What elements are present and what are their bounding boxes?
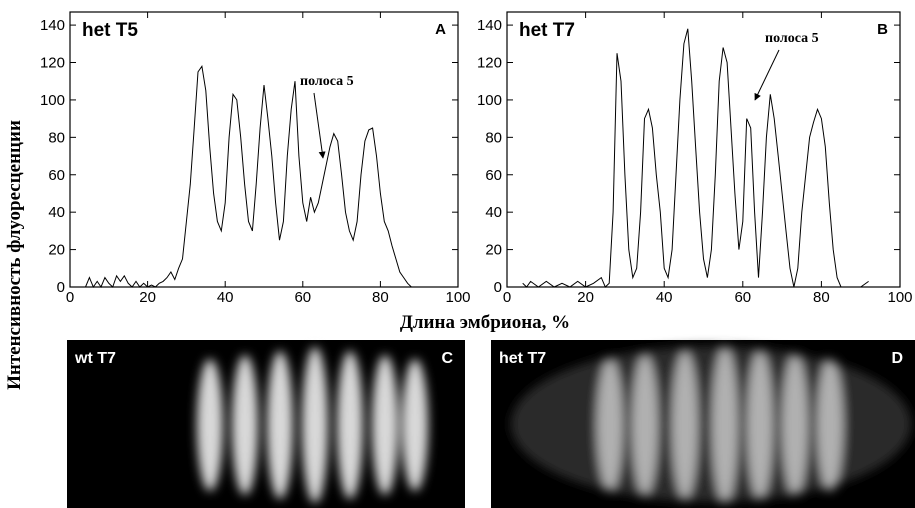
y-tick-label: 60: [485, 167, 502, 184]
stripe: [672, 351, 698, 499]
chart-title: het T5: [82, 20, 138, 41]
stripe: [197, 359, 223, 491]
stripe: [267, 351, 293, 499]
x-tick-label: 80: [813, 289, 830, 306]
y-tick-label: 140: [40, 17, 65, 34]
x-axis-label: Длина эмбриона, %: [400, 312, 570, 333]
y-tick-label: 0: [494, 279, 502, 296]
line-series: [522, 28, 869, 288]
embryo: [197, 347, 428, 503]
x-tick-label: 0: [503, 289, 511, 306]
stripe: [597, 359, 623, 491]
y-tick-label: 40: [48, 204, 65, 221]
y-tick-label: 100: [40, 92, 65, 109]
x-tick-label: 100: [445, 289, 470, 306]
y-tick-label: 120: [40, 55, 65, 72]
line-series: [85, 64, 412, 289]
stripe: [337, 351, 363, 499]
annotation: полоса 5: [765, 31, 819, 46]
stripe: [632, 355, 658, 495]
y-axis-label: Интенсивность флуоресценции: [4, 120, 25, 390]
stripe: [402, 359, 428, 491]
x-tick-label: 60: [734, 289, 751, 306]
stripe: [372, 355, 398, 495]
panel-letter: A: [435, 21, 446, 38]
image-panel: [67, 340, 465, 508]
stripe: [782, 355, 808, 495]
annotation-arrow: [313, 92, 326, 159]
stripe: [232, 355, 258, 495]
panel-letter: B: [877, 21, 888, 38]
x-tick-label: 20: [139, 289, 156, 306]
y-tick-label: 140: [477, 17, 502, 34]
plot-frame: [506, 11, 901, 288]
y-tick-label: 80: [485, 129, 502, 146]
annotation: полоса 5: [300, 74, 354, 89]
x-tick-label: 80: [372, 289, 389, 306]
x-tick-label: 40: [656, 289, 673, 306]
x-tick-label: 60: [294, 289, 311, 306]
panel-letter: D: [891, 350, 903, 367]
stripe: [712, 347, 738, 503]
y-tick-label: 20: [48, 242, 65, 259]
plot-frame: [69, 11, 459, 288]
y-tick-label: 100: [477, 92, 502, 109]
stripe: [817, 359, 843, 491]
x-tick-label: 100: [887, 289, 912, 306]
chart-title: het T7: [519, 20, 575, 41]
embryo: [511, 346, 911, 503]
image-label: wt T7: [74, 350, 116, 367]
annotation-arrow: [754, 49, 780, 101]
x-tick-label: 20: [577, 289, 594, 306]
stripe: [302, 347, 328, 503]
y-tick-label: 120: [477, 55, 502, 72]
y-tick-label: 40: [485, 204, 502, 221]
y-tick-label: 20: [485, 242, 502, 259]
x-tick-label: 40: [217, 289, 234, 306]
image-label: het T7: [499, 350, 546, 367]
y-tick-label: 60: [48, 167, 65, 184]
x-tick-label: 0: [66, 289, 74, 306]
y-tick-label: 0: [57, 279, 65, 296]
panel-letter: C: [441, 350, 453, 367]
y-tick-label: 80: [48, 129, 65, 146]
stripe: [747, 351, 773, 499]
embryo-body: [511, 346, 911, 502]
